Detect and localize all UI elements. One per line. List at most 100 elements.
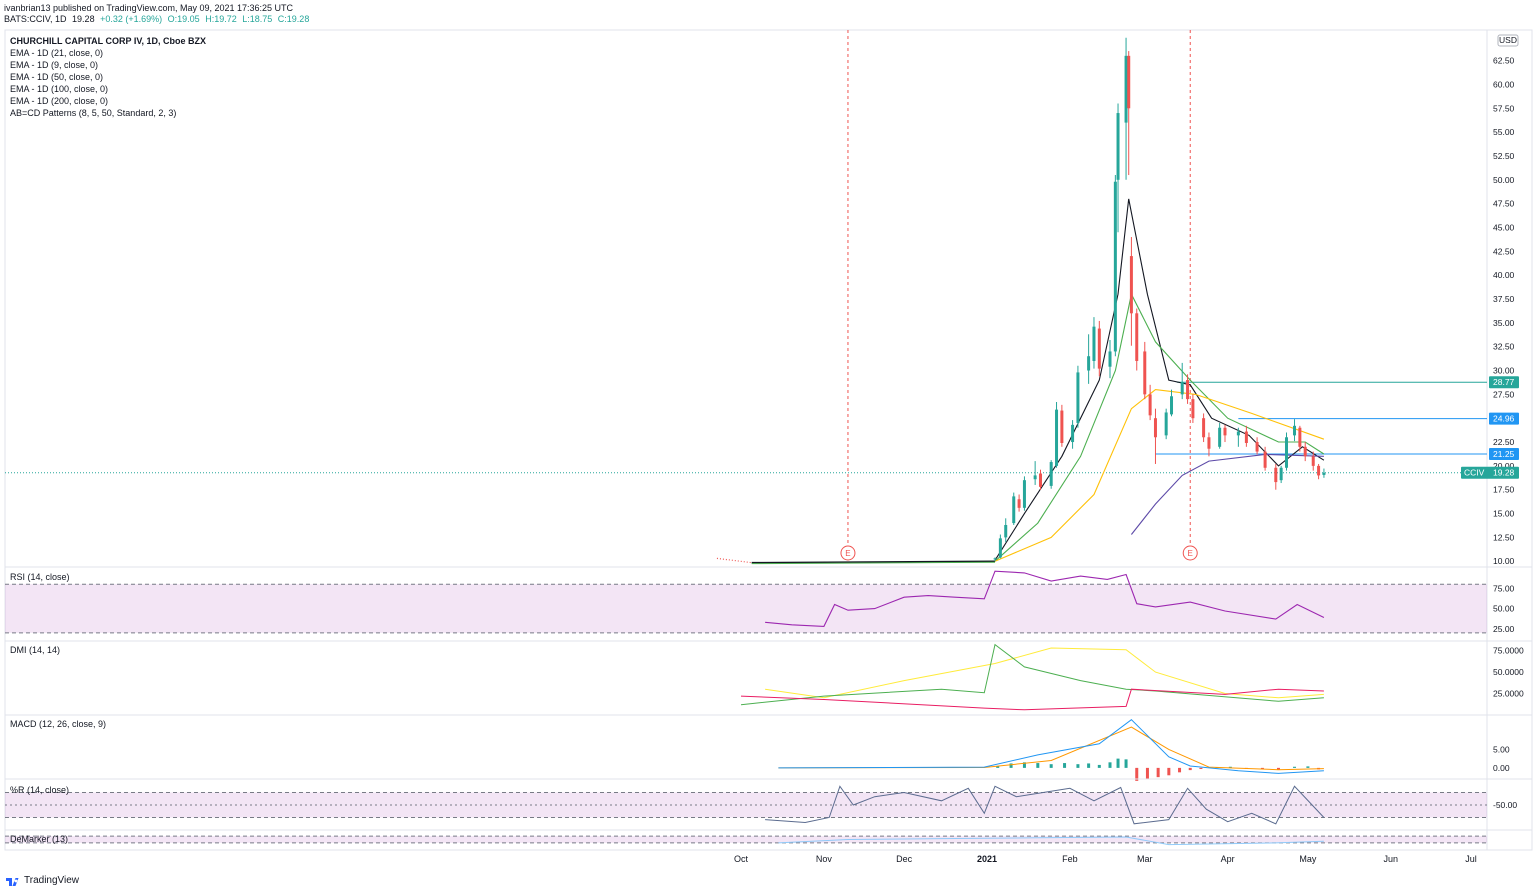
level-price-tag [1489,447,1519,460]
macd-label: MACD (12, 26, close, 9) [10,719,106,729]
macd-histogram-bar [1156,767,1160,778]
earnings-marker [840,545,856,561]
dmi-pane: DMI (14, 14) [10,643,1324,711]
price-tick-label: 60.00 [1493,79,1515,89]
candle-body [1071,424,1075,443]
demarker-pane: DeMarker (13) [5,834,1487,846]
legend-study: EMA - 1D (9, close, 0) [10,60,98,70]
macd-histogram-bar [1009,763,1013,768]
footer-brand: TradingView [24,875,80,886]
earnings-marker-label: E [845,549,850,558]
candle-body [1097,328,1101,369]
dmi-line [765,647,1324,699]
candle-body [1164,412,1168,436]
ema-line [994,292,1325,562]
candle-body [1311,456,1315,466]
ema-line [1130,453,1324,535]
legend-title: CHURCHILL CAPITAL CORP IV, 1D, Cboe BZX [10,36,206,46]
chart-canvas[interactable]: E EUSD62.5060.0057.5055.0052.5050.0047.50… [0,0,1536,870]
candle-body [1236,431,1240,436]
flat-period-ema [751,561,996,565]
dmi-line [740,643,1324,706]
x-tick-label: Mar [1137,854,1153,864]
x-tick-label: Feb [1062,854,1078,864]
dmi-label: DMI (14, 14) [10,645,60,655]
macd-histogram-bar [1097,764,1101,768]
candle-body [1116,113,1120,180]
legend-study: EMA - 1D (50, close, 0) [10,72,103,82]
macd-histogram-bar [1167,767,1171,776]
macd-pane: MACD (12, 26, close, 9) [10,719,1324,781]
level-price-tag [1489,412,1519,425]
dmi-tick-label: 25.0000 [1493,689,1524,699]
footer: TradingView [6,875,79,886]
legend-study: EMA - 1D (200, close, 0) [10,96,108,106]
last-price-tag [1461,466,1519,479]
earnings-marker-label: E [1188,549,1193,558]
last-price-symbol: CCIV [1464,468,1485,478]
candle-body [1038,473,1042,487]
legend-study: AB=CD Patterns (8, 5, 50, Standard, 2, 3… [10,108,176,118]
rsi-label: RSI (14, close) [10,572,70,582]
price-tick-label: 17.50 [1493,485,1515,495]
candle-body [1127,55,1131,109]
rsi-pane: RSI (14, close) [5,570,1487,634]
price-tick-label: 52.50 [1493,151,1515,161]
candle-body [1113,181,1117,352]
candle-body [1148,394,1152,416]
rsi-tick-label: 50.00 [1493,604,1515,614]
williams-r-label: %R (14, close) [10,785,69,795]
level-price-label: 28.77 [1493,377,1515,387]
candle-body [1186,380,1190,400]
price-tick-label: 47.50 [1493,199,1515,209]
candle-body [1049,462,1053,486]
candle-body [1004,524,1008,538]
macd-histogram-bar [1145,767,1149,779]
candle-body [1143,351,1147,395]
macd-histogram-bar [1228,766,1232,768]
price-tick-label: 62.50 [1493,56,1515,66]
close-value: C:19.28 [277,14,310,24]
macd-histogram-bar [1022,762,1026,768]
flat-period-line [751,560,996,564]
tradingview-logo-icon [6,876,20,886]
price-tick-label: 42.50 [1493,246,1515,256]
candle-body [1223,427,1227,436]
price-tick-label: 30.00 [1493,366,1515,376]
price-tick-label: 10.00 [1493,556,1515,566]
candle-body [1218,427,1222,447]
candle-body [1129,256,1133,314]
last-price-label: 19.28 [1493,468,1515,478]
candle-body [1274,467,1278,483]
price-tick-label: 27.50 [1493,389,1515,399]
candle-body [1298,427,1302,447]
rsi-band [5,584,1487,633]
candle-body [1244,431,1248,443]
macd-histogram-bar [1036,763,1040,768]
x-tick-label: Nov [816,854,833,864]
candle-body [1153,418,1157,438]
macd-line [778,719,1324,774]
candle-body [1180,381,1184,395]
rsi-tick-label: 75.00 [1493,583,1515,593]
currency-box [1497,34,1519,47]
demarker-label: DeMarker (13) [10,834,68,844]
symbol-line: BATS:CCIV, 1D 19.28 +0.32 (+1.69%) O:19.… [4,14,312,25]
symbol: BATS:CCIV, 1D [4,14,67,24]
level-price-label: 24.96 [1493,414,1515,424]
last-price: 19.28 [72,14,95,24]
demarker-line [778,836,1324,846]
x-tick-label: Apr [1221,854,1235,864]
candle-body [1092,326,1096,361]
macd-histogram-bar [1108,762,1112,768]
x-tick-label: 2021 [977,854,997,864]
candle-body [993,558,997,560]
price-tick-label: 12.50 [1493,532,1515,542]
macd-histogram-bar [1087,763,1091,768]
macd-histogram-bar [1276,767,1280,770]
level-price-tag [1489,376,1519,389]
candle-body [1076,372,1080,423]
candle-body [1191,399,1195,419]
candle-body [1279,467,1283,481]
